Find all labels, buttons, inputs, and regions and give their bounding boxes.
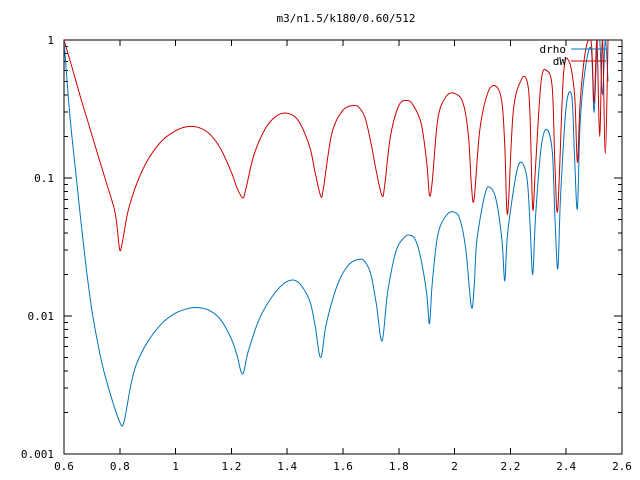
plot-frame <box>63 39 623 455</box>
y-tick-label: 0.001 <box>21 448 54 461</box>
x-tick-label: 2.6 <box>612 460 632 473</box>
legend-label-dW: dW <box>553 55 567 68</box>
x-tick-label: 2.4 <box>556 460 576 473</box>
chart-title: m3/n1.5/k180/0.60/512 <box>276 12 415 25</box>
plot-area <box>64 40 609 427</box>
x-tick-label: 2.2 <box>500 460 520 473</box>
x-tick-label: 1.2 <box>221 460 241 473</box>
x-tick-label: 0.8 <box>110 460 130 473</box>
series-line-drho <box>64 40 609 427</box>
y-tick-label: 1 <box>47 34 54 47</box>
series-line-dW <box>64 40 609 252</box>
x-tick-label: 1.6 <box>333 460 353 473</box>
x-tick-label: 1 <box>172 460 179 473</box>
x-tick-label: 1.8 <box>389 460 409 473</box>
x-tick-label: 0.6 <box>54 460 74 473</box>
x-tick-label: 1.4 <box>277 460 297 473</box>
axis-ticks: 0.6 0.8 1 1.2 1.4 1.6 1.8 2 2.2 2.4 2.6 1 0.1 0.01 0.0… <box>21 34 632 473</box>
y-tick-label: 0.01 <box>28 310 55 323</box>
y-tick-label: 0.1 <box>34 172 54 185</box>
legend-label-drho: drho <box>540 43 567 56</box>
x-tick-label: 2 <box>451 460 458 473</box>
